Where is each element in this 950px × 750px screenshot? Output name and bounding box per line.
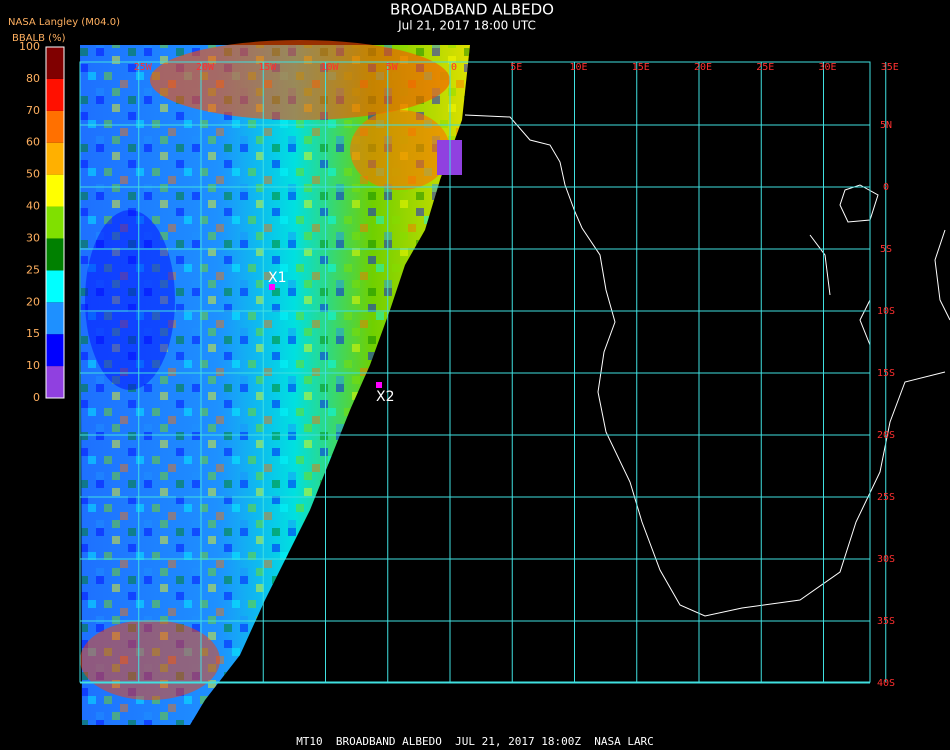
color-bar-segment [46, 206, 64, 239]
longitude-label: 35E [881, 62, 899, 73]
longitude-label: 25E [756, 62, 774, 73]
latitude-label: 5S [880, 244, 892, 255]
latitude-label: 15S [877, 368, 895, 379]
color-bar-tick-label: 70 [26, 104, 40, 117]
color-bar-tick-label: 40 [26, 200, 40, 213]
color-bar-tick-label: 100 [19, 40, 40, 53]
latitude-label: 20S [877, 430, 895, 441]
longitude-label: 15E [632, 62, 650, 73]
color-bar-segment [46, 238, 64, 271]
latitude-label: 40S [877, 678, 895, 689]
color-bar: 0 10 15 20 25 30 40 50 60 70 80 100 [19, 40, 65, 404]
color-bar-tick-label: 25 [26, 263, 40, 276]
longitude-label: 10E [569, 62, 587, 73]
subtitle: Jul 21, 2017 18:00 UTC [397, 19, 536, 33]
longitude-label: 10W [320, 62, 339, 73]
footer: MT10 BROADBAND ALBEDO JUL 21, 2017 18:00… [296, 735, 654, 748]
legend-source: NASA Langley (M04.0) [8, 17, 120, 28]
site-label: X1 [268, 270, 287, 286]
longitude-label: 5W [386, 62, 399, 73]
color-bar-segment [46, 334, 64, 367]
color-bar-tick-label: 80 [26, 72, 40, 85]
imagery-texture [80, 45, 470, 725]
markers: X1 X2 [268, 270, 395, 405]
color-bar-segment [46, 110, 64, 143]
color-bar-tick-label: 10 [26, 359, 40, 372]
color-bar-tick-label: 60 [26, 136, 40, 149]
color-bar-tick-label: 20 [26, 295, 40, 308]
site-marker [269, 284, 275, 290]
latitude-label: 25S [877, 492, 895, 503]
longitude-label: 20E [694, 62, 712, 73]
latitude-label: 0 [883, 182, 889, 193]
color-bar-tick-label: 30 [26, 231, 40, 244]
map-border [79, 61, 871, 683]
color-bar-segment [46, 270, 64, 303]
imagery-dark [85, 210, 175, 390]
imagery-bright [350, 110, 450, 190]
longitude-label: 5E [510, 62, 522, 73]
latitude-label: 35S [877, 616, 895, 627]
imagery-bright [150, 40, 450, 120]
longitude-label: 25W [134, 62, 153, 73]
longitude-label: 20W [196, 62, 215, 73]
longitude-label: 30E [818, 62, 836, 73]
color-bar-segment [46, 47, 64, 79]
title: BROADBAND ALBEDO [390, 1, 554, 19]
satellite-imagery [80, 40, 470, 725]
imagery-bright [80, 620, 220, 700]
color-bar-tick-label: 50 [26, 168, 40, 181]
graticule: 25W 20W 15W 10W 5W 0 5E 10E 15E 20E 25E 30E 35E 5N 0 5S… [80, 62, 899, 689]
site-label: X2 [376, 389, 395, 405]
color-bar-segment [46, 142, 64, 175]
longitude-label: 15W [258, 62, 277, 73]
color-bar-segment [46, 302, 64, 335]
color-bar-tick-label: 15 [26, 327, 40, 340]
color-bar-segment [46, 366, 64, 398]
latitude-label: 10S [877, 306, 895, 317]
longitude-label: 0 [451, 62, 457, 73]
color-bar-tick-label: 0 [33, 391, 40, 404]
latitude-label: 5N [880, 120, 892, 131]
color-bar-segment [46, 174, 64, 207]
latitude-label: 30S [877, 554, 895, 565]
color-bar-segment [46, 78, 64, 111]
site-marker [376, 382, 382, 388]
color-bar-frame [45, 46, 65, 399]
legend-label: BBALB (%) [12, 33, 66, 44]
coastline [464, 114, 950, 617]
